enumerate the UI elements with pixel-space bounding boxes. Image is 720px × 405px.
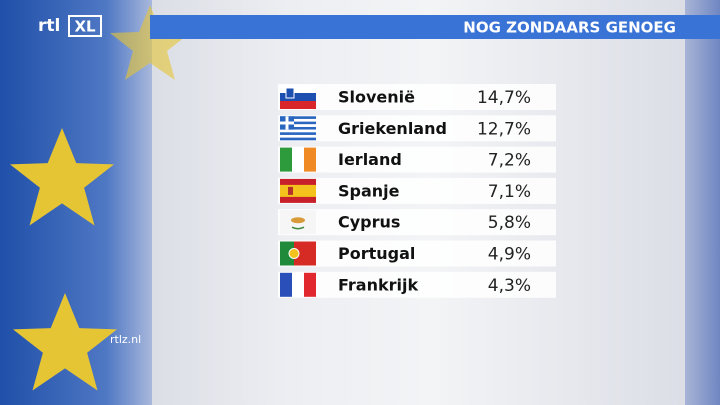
row-background xyxy=(278,84,556,110)
flag-stripe xyxy=(280,101,316,109)
flag-stripe xyxy=(280,241,294,266)
title-bar xyxy=(150,15,720,39)
row-background xyxy=(278,115,556,142)
logo-box xyxy=(68,15,102,37)
table: Slovenië 14,7% Griekenland 12,7% Ierland 7,2%… xyxy=(278,84,556,298)
percentage: 7,2% xyxy=(488,151,531,171)
flag-stripe xyxy=(280,147,292,172)
flag-stripe xyxy=(280,93,316,101)
flag-stripe xyxy=(280,126,316,130)
flag-stripe xyxy=(292,272,304,297)
row-background xyxy=(278,209,556,236)
country: Griekenland xyxy=(338,119,447,138)
title: NOG ZONDAARS GENOEG xyxy=(463,19,676,37)
flag-stripe xyxy=(280,129,316,133)
logo: rtl xyxy=(38,16,60,36)
flag-stripe xyxy=(280,121,316,125)
percentage: 14,7% xyxy=(477,88,531,108)
row-background xyxy=(278,271,556,298)
flag-emblem xyxy=(285,87,295,99)
percentage: 12,7% xyxy=(477,119,531,139)
country: Slovenië xyxy=(338,88,415,107)
flag-map xyxy=(291,217,305,224)
flag-stripe xyxy=(280,85,316,93)
flag-cross xyxy=(280,121,294,125)
flag-stripe xyxy=(280,116,316,119)
flag-stripe xyxy=(280,132,316,135)
logo-suffix: XL xyxy=(74,18,96,36)
percentage: 5,8% xyxy=(488,213,531,233)
flag-stripe xyxy=(280,118,316,122)
country: Portugal xyxy=(338,244,415,263)
flag-stripe xyxy=(280,184,316,197)
flag-stripe xyxy=(304,147,316,172)
row-background xyxy=(278,240,556,267)
flag-stripe xyxy=(304,272,316,297)
country: Spanje xyxy=(338,181,400,200)
flag-branch xyxy=(291,226,305,230)
percentage: 4,3% xyxy=(488,276,531,296)
side-strip xyxy=(685,0,720,405)
percentage: 7,1% xyxy=(488,182,531,202)
flag-emblem xyxy=(288,248,300,259)
percentage: 4,9% xyxy=(488,245,531,265)
flag-stripe xyxy=(280,124,316,127)
country: Cyprus xyxy=(338,213,400,232)
flag-emblem xyxy=(288,186,293,195)
watermark: rtlz.nl xyxy=(110,333,141,346)
flag-stripe xyxy=(280,137,316,141)
flag-stripe xyxy=(280,272,292,297)
row-background xyxy=(278,177,556,204)
flag-stripe xyxy=(292,147,304,172)
flag-stripe xyxy=(280,134,316,138)
country: Frankrijk xyxy=(338,275,418,294)
row-background xyxy=(278,146,556,173)
country: Ierland xyxy=(338,150,402,169)
